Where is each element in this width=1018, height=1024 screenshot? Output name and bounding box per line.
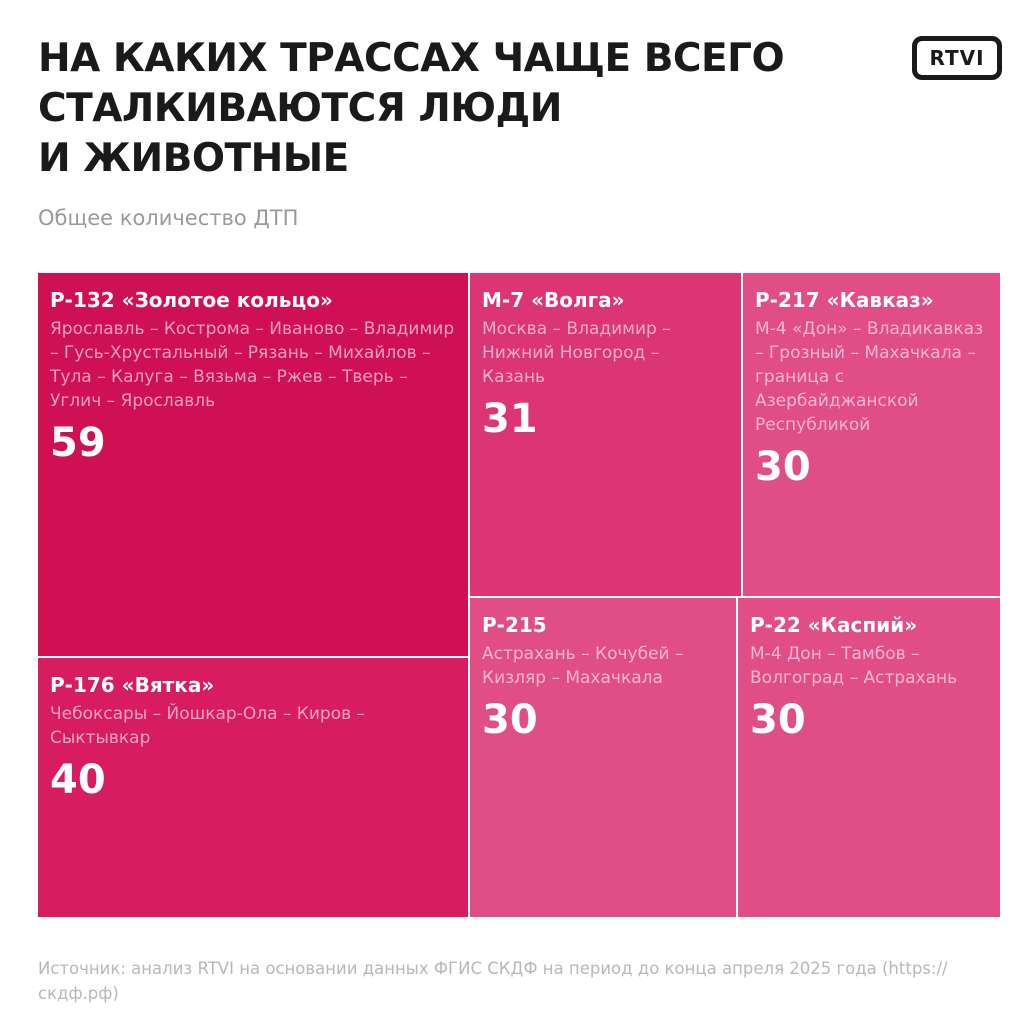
rtvi-logo: RTVI: [912, 36, 1002, 80]
treemap-tile-r215: Р-215 Астрахань – Кочубей – Кизляр – Мах…: [468, 596, 738, 919]
tile-road-name: Р-176 «Вятка»: [50, 673, 215, 697]
tile-value: 30: [755, 444, 811, 490]
treemap-tile-r217: Р-217 «Кавказ» М-4 «Дон» – Владикавказ –…: [741, 271, 1002, 598]
chart-title-line: НА КАКИХ ТРАССАХ ЧАЩЕ ВСЕГО: [38, 36, 785, 81]
chart-title: НА КАКИХ ТРАССАХ ЧАЩЕ ВСЕГО СТАЛКИВАЮТСЯ…: [38, 34, 858, 184]
treemap-tile-r22: Р-22 «Каспий» М-4 Дон – Тамбов – Волгогр…: [736, 596, 1002, 919]
tile-road-name: Р-132 «Золотое кольцо»: [50, 288, 333, 312]
tile-road-name: Р-215: [482, 613, 547, 637]
source-note: Источник: анализ RTVI на основании данны…: [38, 959, 948, 1003]
tile-value: 30: [750, 697, 806, 743]
tile-value: 40: [50, 757, 106, 803]
tile-route: Астрахань – Кочубей – Кизляр – Махачкала: [482, 644, 684, 688]
chart-title-line: И ЖИВОТНЫЕ: [38, 136, 349, 181]
tile-route: Ярославль – Кострома – Иваново – Владими…: [50, 319, 455, 411]
chart-subtitle: Общее количество ДТП: [38, 206, 299, 230]
tile-route: Москва – Владимир – Нижний Новгород – Ка…: [482, 319, 671, 387]
treemap-tile-m7: М-7 «Волга» Москва – Владимир – Нижний Н…: [468, 271, 743, 598]
tile-road-name: Р-22 «Каспий»: [750, 613, 918, 637]
tile-route: Чебоксары – Йошкар-Ола – Киров – Сыктывк…: [50, 704, 366, 748]
tile-route: М-4 «Дон» – Владикавказ – Грозный – Маха…: [755, 319, 984, 435]
treemap-tile-r132: Р-132 «Золотое кольцо» Ярославль – Костр…: [36, 271, 470, 658]
tile-value: 30: [482, 697, 538, 743]
tile-route: М-4 Дон – Тамбов – Волгоград – Астрахань: [750, 644, 958, 688]
treemap: Р-132 «Золотое кольцо» Ярославль – Костр…: [36, 271, 1002, 919]
tile-road-name: М-7 «Волга»: [482, 288, 625, 312]
tile-value: 59: [50, 420, 106, 466]
treemap-tile-r176: Р-176 «Вятка» Чебоксары – Йошкар-Ола – К…: [36, 656, 470, 919]
tile-road-name: Р-217 «Кавказ»: [755, 288, 934, 312]
tile-value: 31: [482, 396, 538, 442]
chart-title-line: СТАЛКИВАЮТСЯ ЛЮДИ: [38, 86, 562, 131]
